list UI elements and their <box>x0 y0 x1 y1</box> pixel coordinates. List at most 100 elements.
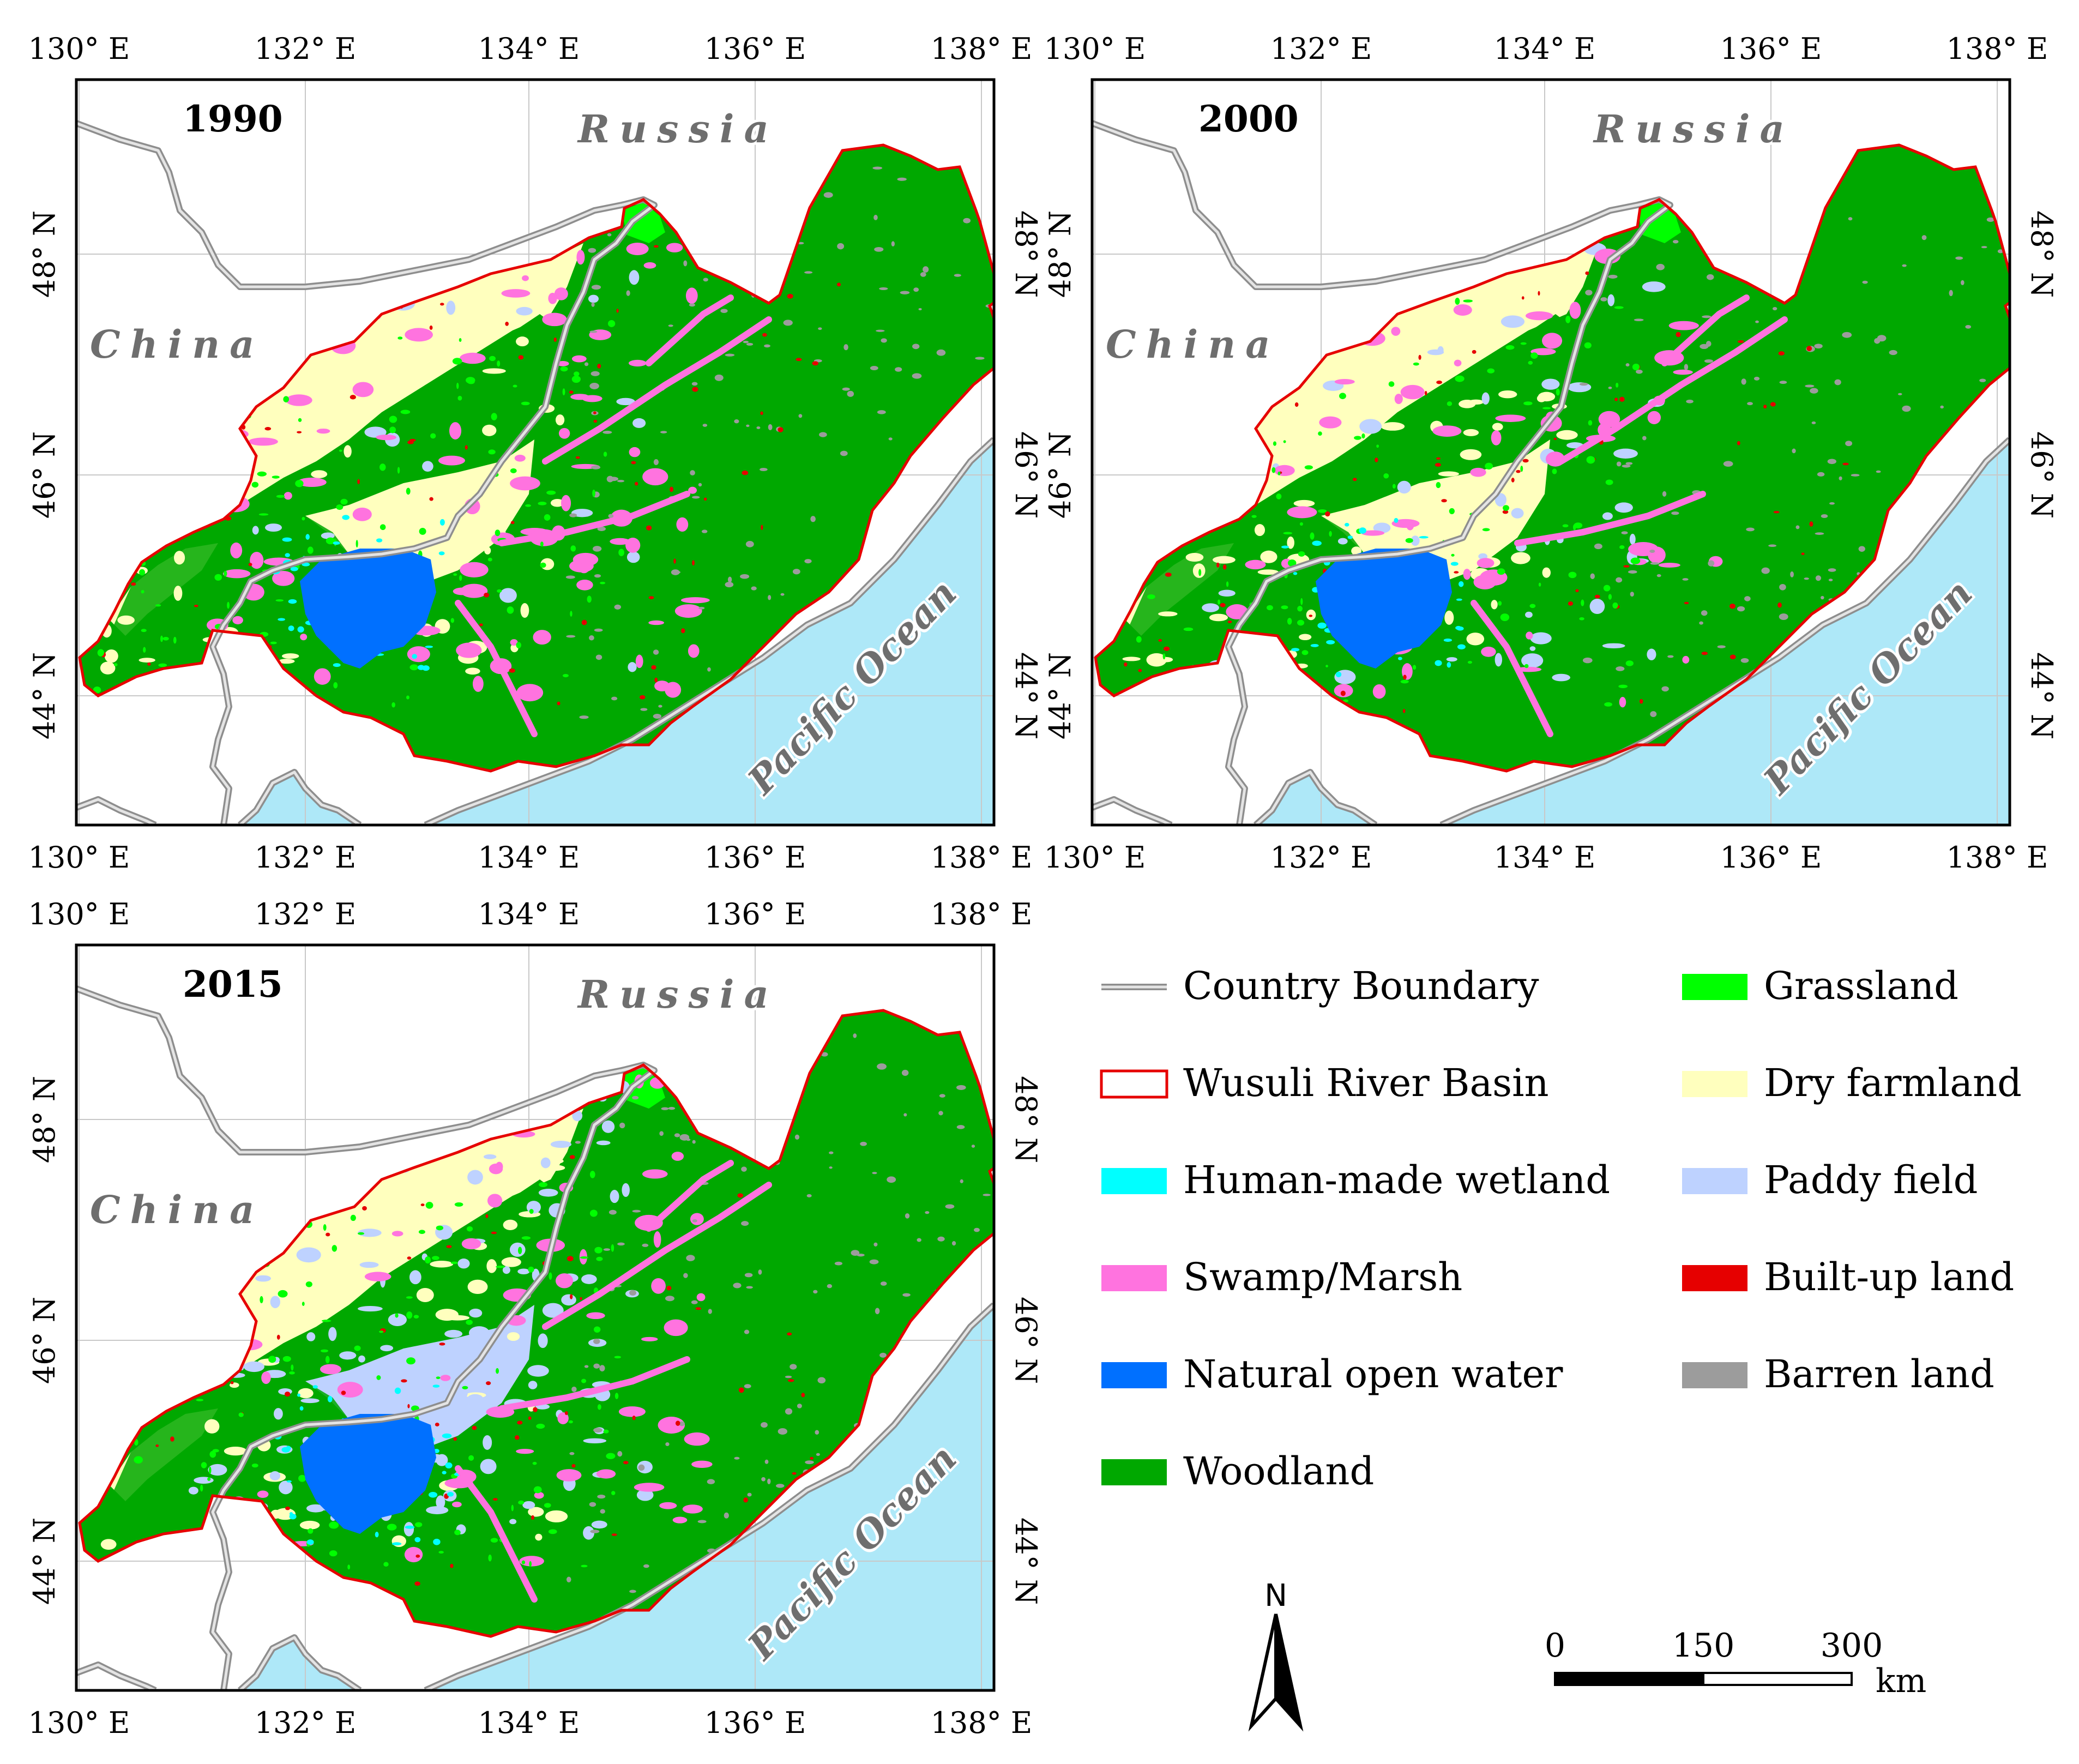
wetland-river-corridor <box>1558 316 1788 465</box>
lat-tick-label-right: 48° N <box>1009 1076 1043 1163</box>
country-boundary-line <box>424 438 994 825</box>
lon-tick-label: 138° E <box>931 897 1033 931</box>
legend-swatch <box>1101 1265 1167 1291</box>
basin-land-cover <box>80 1010 994 1636</box>
grassland-patch <box>622 202 665 243</box>
lon-tick-label: 134° E <box>478 840 580 875</box>
lon-tick-label: 138° E <box>1947 32 2048 66</box>
north-arrow-right-half <box>1274 1614 1304 1732</box>
map-frame <box>1090 78 2011 827</box>
pacific-ocean-area <box>425 1305 994 1690</box>
north-arrow-left-half <box>1248 1614 1277 1732</box>
wetland-river-corridor <box>498 1356 690 1412</box>
legend-label: Barren land <box>1764 1352 1994 1396</box>
scale-tick-150: 150 <box>1672 1627 1735 1665</box>
legend-swatch <box>1682 1168 1747 1194</box>
wetland-river-corridor <box>646 294 734 366</box>
lat-tick-label-right: 46° N <box>1009 431 1043 519</box>
russia-label: Russia <box>1593 106 1794 152</box>
lon-tick-label: 136° E <box>704 1706 806 1740</box>
map-frame <box>75 78 996 827</box>
sea-of-japan-inlet <box>240 1637 360 1690</box>
legend-item-built-up-land: Built-up land <box>1682 1255 2014 1299</box>
panel-year-label: 2000 <box>1198 98 1299 140</box>
map-panel-2000: 130° E 130° E 132° E 132° E 134° E 134° E 136°… <box>1043 32 2059 875</box>
country-boundary-line <box>424 1304 994 1690</box>
legend-swatch <box>1101 1362 1167 1388</box>
lat-tick-label-left: 46° N <box>1043 431 1077 519</box>
lon-tick-label: 130° E <box>28 1706 130 1740</box>
wetland-river-corridor <box>542 1182 772 1330</box>
map-panel-2015: 130° E 130° E 132° E 132° E 134° E 134° E 136°… <box>27 897 1043 1740</box>
sea-of-japan-inlet <box>1256 772 1376 825</box>
legend-label: Paddy field <box>1764 1158 1978 1202</box>
wetland-river-corridor <box>1471 600 1553 737</box>
legend-label: Dry farmland <box>1764 1061 2022 1105</box>
legend-label: Built-up land <box>1764 1255 2014 1299</box>
grassland-patch <box>1637 202 1681 243</box>
legend-swatch <box>1100 1069 1168 1099</box>
lat-tick-label-left: 48° N <box>27 210 62 298</box>
china-label: China <box>90 1187 264 1232</box>
legend-label: Natural open water <box>1183 1352 1563 1396</box>
legend-swatch <box>1682 1071 1747 1097</box>
map-legend: Country Boundary Wusuli River Basin Human-… <box>1100 964 2022 1494</box>
legend-item-paddy-field: Paddy field <box>1682 1158 1978 1202</box>
lat-tick-label-right: 46° N <box>2024 431 2059 519</box>
legend-item-wusuli-river-basin: Wusuli River Basin <box>1100 1061 1549 1105</box>
lon-tick-label: 136° E <box>1720 32 1822 66</box>
country-boundary-line <box>1255 770 1377 825</box>
lon-tick-label: 134° E <box>478 897 580 931</box>
khanka-lake <box>300 1414 436 1534</box>
legend-swatch <box>1101 1459 1167 1485</box>
lon-tick-label: 130° E <box>1044 32 1146 66</box>
map-frame <box>75 943 996 1692</box>
legend-label: Woodland <box>1183 1449 1374 1494</box>
country-boundary-line <box>76 987 656 1690</box>
wetland-river-corridor <box>1661 294 1750 366</box>
sea-of-japan-inlet <box>240 772 360 825</box>
legend-item-dry-farmland: Dry farmland <box>1682 1061 2022 1105</box>
lat-tick-label-left: 46° N <box>27 1297 62 1384</box>
lon-tick-label: 134° E <box>1494 32 1596 66</box>
lon-tick-label: 134° E <box>478 32 580 66</box>
lon-tick-label: 130° E <box>28 840 130 875</box>
lon-tick-label: 136° E <box>704 32 806 66</box>
lon-tick-label: 136° E <box>704 840 806 875</box>
map-panel-1990: 130° E 130° E 132° E 132° E 134° E 134° E 136°… <box>27 32 1043 875</box>
legend-item-swamp-marsh: Swamp/Marsh <box>1101 1255 1462 1299</box>
lon-tick-label: 138° E <box>1947 840 2048 875</box>
lon-tick-label: 138° E <box>931 840 1033 875</box>
wusuli-river-basin-outline <box>78 1009 994 1638</box>
wetland-river-corridor <box>455 1465 538 1603</box>
country-boundary-line <box>239 1636 361 1690</box>
scale-bar-white-segment <box>1702 1672 1853 1686</box>
legend-label: Grassland <box>1764 964 1959 1008</box>
country-boundary-line <box>239 770 361 825</box>
lon-tick-label: 132° E <box>255 1706 357 1740</box>
russia-label: Russia <box>577 972 779 1017</box>
basin-land-cover <box>1095 145 2010 771</box>
north-arrow-icon: N <box>1248 1578 1304 1732</box>
legend-label: Wusuli River Basin <box>1183 1061 1549 1105</box>
country-boundary-line <box>1440 438 2010 825</box>
panel-year-label: 1990 <box>183 98 283 140</box>
lat-tick-label-right: 48° N <box>2024 210 2059 298</box>
legend-swatch <box>1682 1265 1747 1291</box>
lon-tick-label: 134° E <box>1494 840 1596 875</box>
lon-tick-label: 132° E <box>255 32 357 66</box>
lon-tick-label: 138° E <box>931 1706 1033 1740</box>
lon-tick-label: 132° E <box>255 840 357 875</box>
lon-tick-label: 130° E <box>28 897 130 931</box>
legend-label: Swamp/Marsh <box>1183 1255 1462 1299</box>
wetland-river-corridor <box>455 600 538 737</box>
legend-item-country-boundary: Country Boundary <box>1101 964 1539 1008</box>
lon-tick-label: 136° E <box>1720 840 1822 875</box>
legend-item-barren-land: Barren land <box>1682 1352 1994 1396</box>
legend-swatch <box>1101 1168 1167 1194</box>
scale-tick-300: 300 <box>1821 1627 1883 1665</box>
legend-swatch <box>1682 974 1747 1000</box>
country-boundary-line <box>76 1663 156 1690</box>
khanka-lake <box>300 549 436 669</box>
china-label: China <box>90 322 264 367</box>
